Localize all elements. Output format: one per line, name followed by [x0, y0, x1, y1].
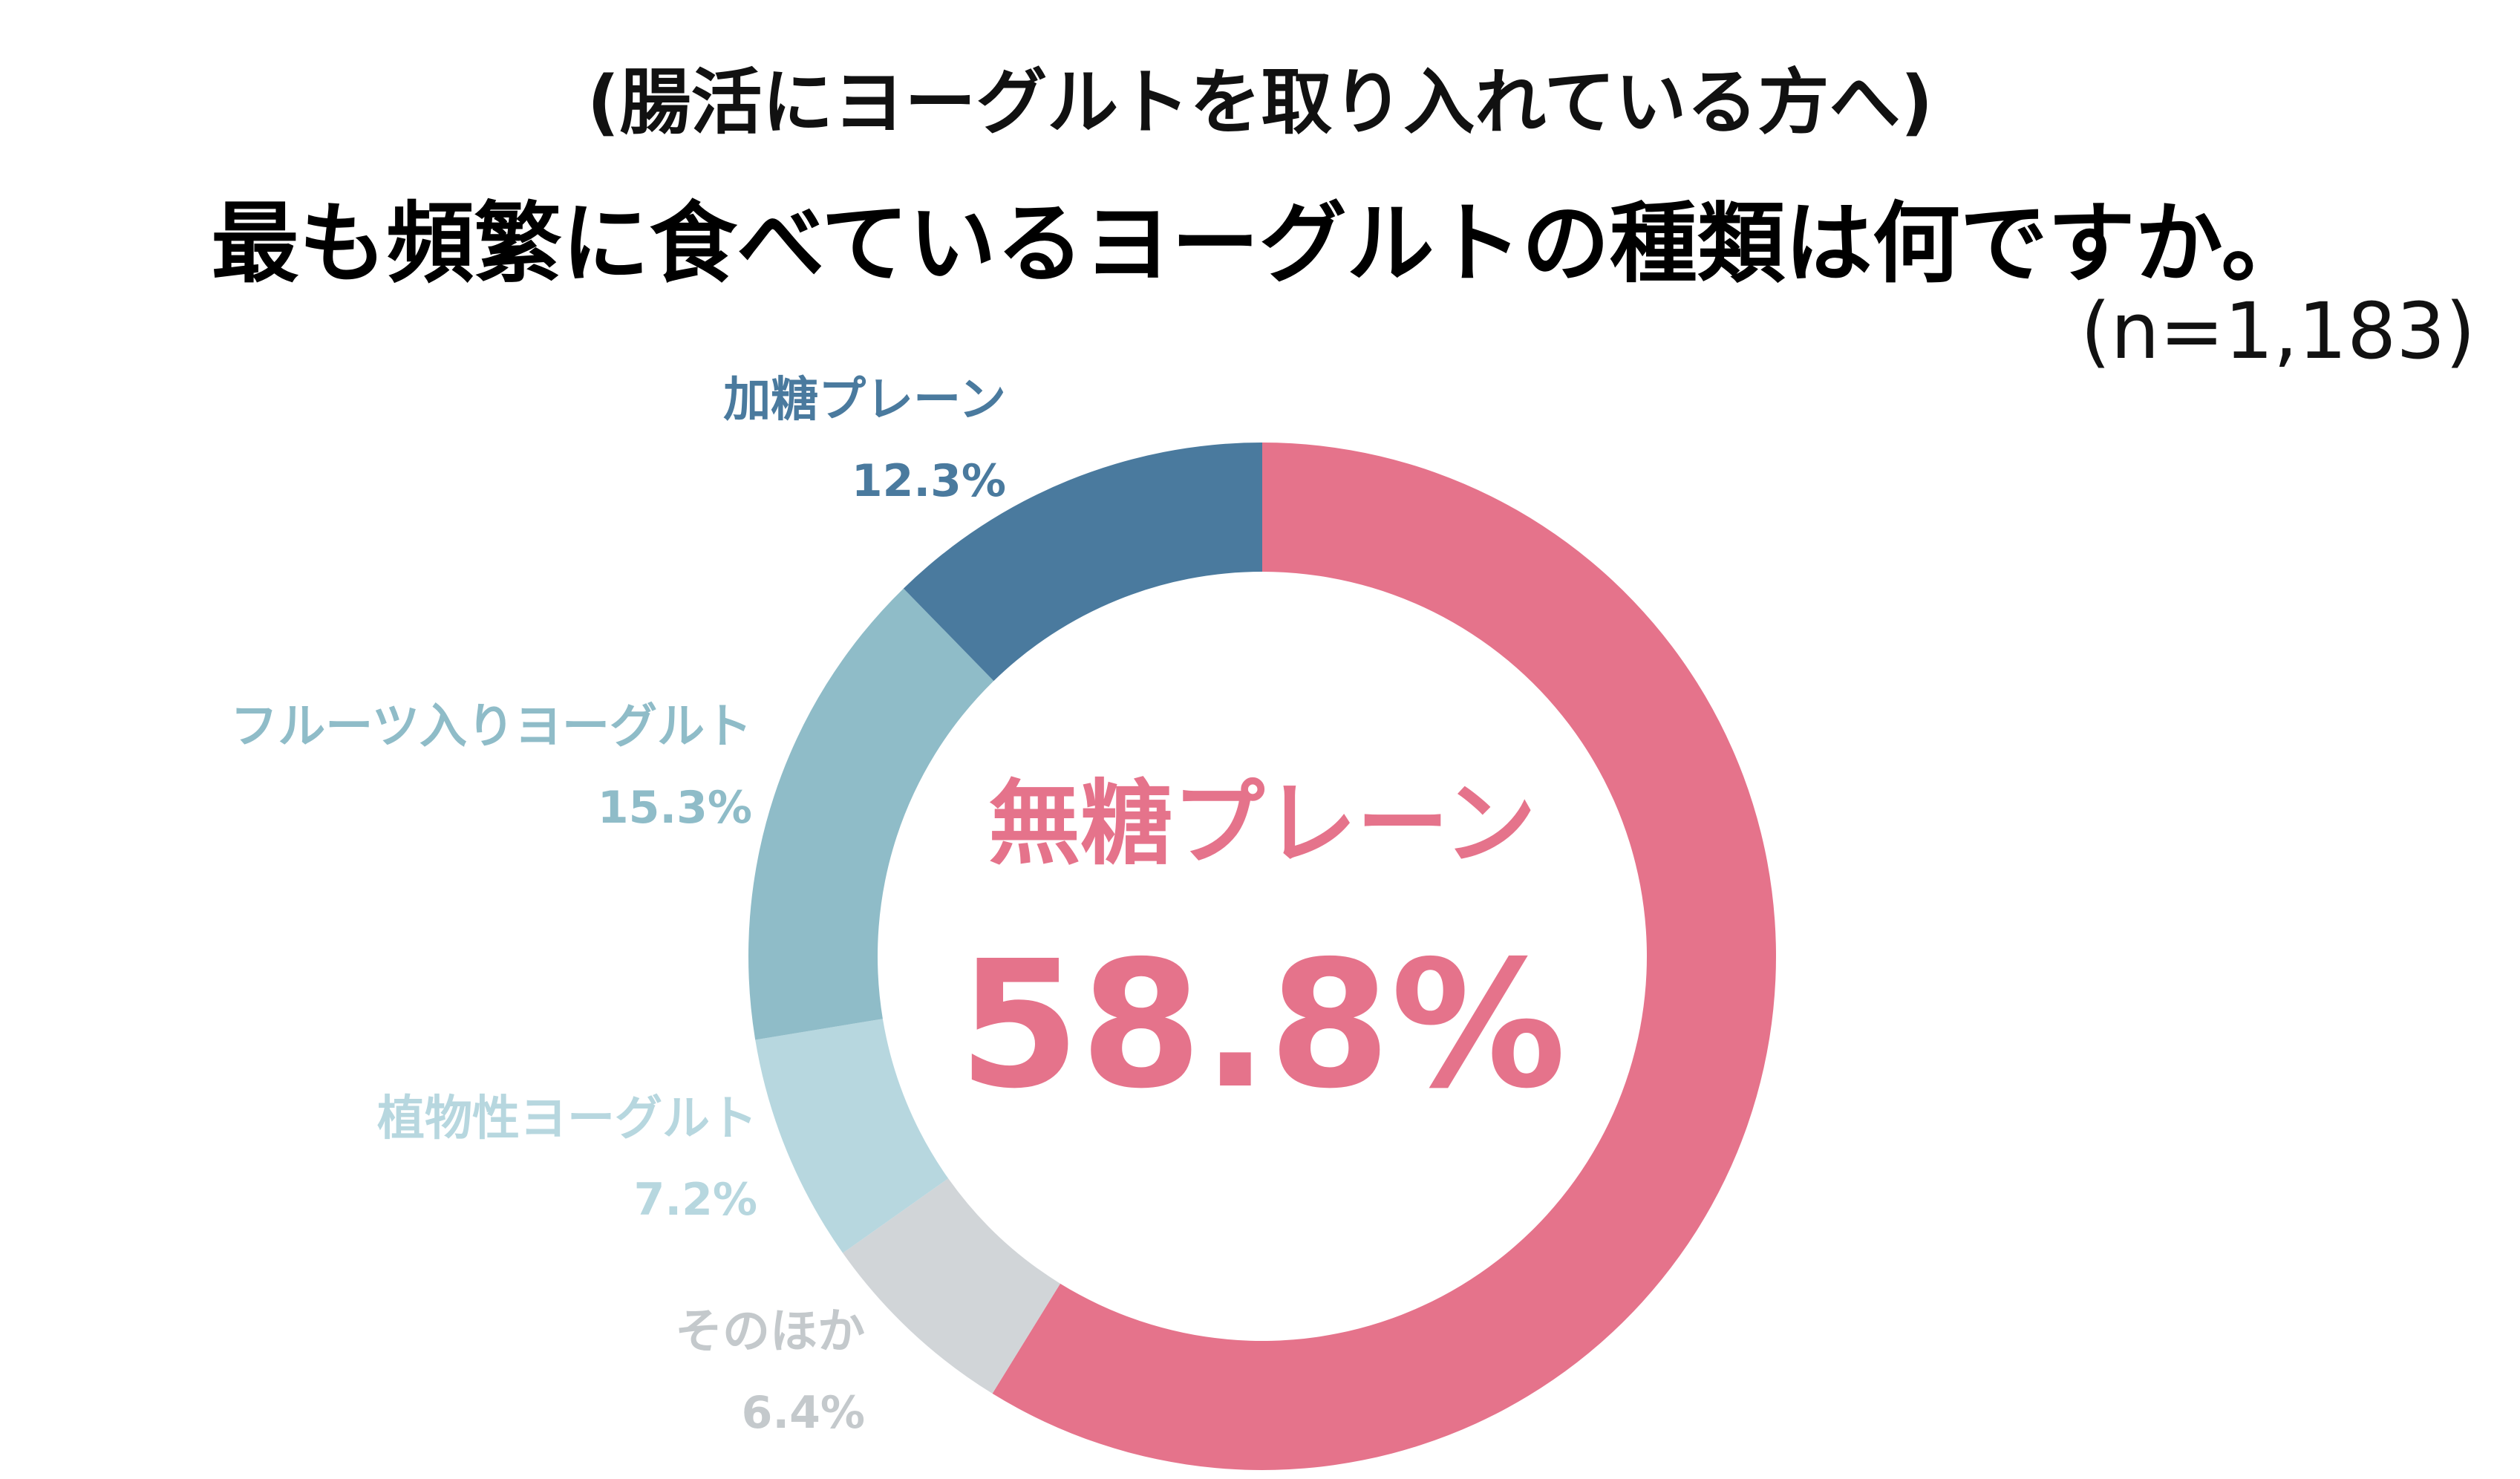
- donut-slice-3: [755, 1019, 949, 1253]
- slice-value-3: 7.2%: [634, 1174, 757, 1226]
- chart-subtitle: (腸活にヨーグルトを取り入れている方へ): [587, 61, 1933, 144]
- sample-size-label: (n=1,183): [2080, 286, 2475, 376]
- slice-value-2: 15.3%: [598, 782, 752, 834]
- slice-label-3: 植物性ヨーグルト: [377, 1091, 757, 1146]
- donut-slice-4: [843, 1178, 1060, 1394]
- donut-slice-1: [903, 443, 1262, 682]
- slice-label-2: フルーツ入りヨーグルト: [230, 699, 752, 754]
- donut-slice-0: [992, 443, 1776, 1470]
- donut-slices: [748, 443, 1776, 1470]
- slice-label-1: 加糖プレーン: [723, 373, 1006, 428]
- center-category-label: 無糖プレーン: [988, 771, 1536, 878]
- chart-title: 最も頻繁に食べているヨーグルトの種類は何ですか。: [211, 192, 2309, 295]
- slice-value-4: 6.4%: [742, 1387, 865, 1439]
- slice-labels: 加糖プレーン 12.3% フルーツ入りヨーグルト 15.3% 植物性ヨーグルト 7.2% そ…: [230, 373, 1006, 1439]
- slice-value-1: 12.3%: [852, 455, 1006, 507]
- donut-slice-2: [748, 588, 994, 1040]
- slice-label-4: そのほか: [675, 1305, 865, 1359]
- center-value-label: 58.8%: [959, 923, 1567, 1127]
- center-highlight: 無糖プレーン 58.8%: [959, 771, 1567, 1127]
